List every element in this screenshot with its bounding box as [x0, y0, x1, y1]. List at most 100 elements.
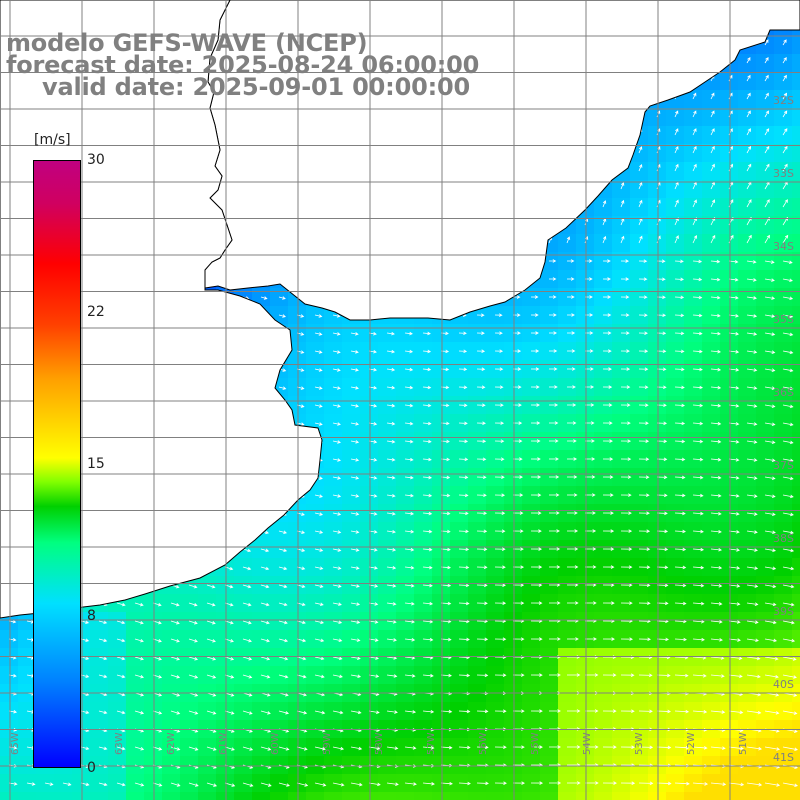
wind-arrow [710, 584, 723, 588]
wind-arrow [746, 57, 751, 64]
wind-speed-cell [252, 792, 271, 800]
wind-speed-cell [684, 180, 703, 199]
wind-arrow [602, 295, 612, 299]
wind-arrow [476, 529, 488, 534]
wind-arrow [260, 602, 270, 607]
wind-arrow [332, 332, 341, 336]
wind-arrow [567, 493, 578, 497]
wind-arrow [764, 782, 781, 787]
wind-speed-cell [72, 792, 91, 800]
wind-speed-cell [702, 144, 721, 163]
wind-speed-cell [684, 162, 703, 181]
wind-arrow [602, 200, 607, 208]
wind-arrow [638, 583, 651, 588]
wind-arrow [692, 385, 704, 390]
wind-arrow [674, 199, 679, 208]
wind-arrow [746, 494, 758, 498]
wind-arrow [746, 145, 752, 154]
wind-arrow [134, 782, 145, 787]
wind-arrow [746, 296, 757, 300]
wind-arrow [620, 439, 632, 443]
wind-arrow [422, 746, 435, 750]
wind-arrow [422, 493, 433, 498]
wind-speed-cell [756, 216, 775, 235]
wind-arrow [350, 782, 363, 787]
wind-arrow [620, 349, 630, 353]
wind-arrow [782, 350, 794, 355]
wind-arrow [44, 782, 54, 786]
latitude-label: 36S [773, 386, 794, 399]
wind-arrow [567, 781, 581, 785]
wind-arrow [656, 583, 669, 588]
wind-arrow [278, 386, 287, 390]
wind-arrow [386, 367, 396, 372]
wind-arrow [602, 277, 611, 281]
wind-speed-cell [594, 216, 613, 235]
wind-arrow [458, 637, 470, 642]
latitude-label: 39S [773, 605, 794, 618]
wind-arrow [404, 493, 414, 498]
wind-arrow [602, 565, 615, 569]
wind-arrow [332, 512, 342, 516]
wind-arrow [656, 403, 667, 408]
wind-arrow [674, 439, 686, 444]
wind-arrow [530, 781, 544, 785]
wind-arrow [350, 674, 362, 679]
wind-speed-cell [756, 198, 775, 217]
wind-arrow [710, 529, 722, 534]
wind-arrow [782, 656, 797, 661]
wind-arrow [422, 439, 432, 444]
wind-arrow [692, 199, 697, 208]
wind-arrow [638, 781, 654, 786]
wind-arrow [764, 476, 776, 480]
wind-arrow [620, 235, 625, 244]
wind-arrow [404, 620, 415, 624]
wind-arrow [548, 547, 561, 551]
wind-arrow [170, 638, 180, 643]
wind-arrow [206, 710, 217, 715]
wind-arrow [746, 332, 758, 336]
wind-arrow [728, 440, 740, 444]
wind-arrow [332, 584, 342, 588]
wind-arrow [782, 674, 797, 679]
wind-speed-cell [774, 108, 793, 127]
wind-speed-cell [450, 792, 469, 800]
wind-arrow [567, 565, 579, 569]
wind-arrow [206, 656, 217, 661]
latitude-label: 37S [773, 459, 794, 472]
wind-arrow [674, 529, 686, 534]
wind-arrow [206, 746, 217, 751]
wind-arrow [746, 128, 751, 136]
wind-arrow [278, 638, 289, 643]
wind-arrow [782, 782, 799, 787]
wind-arrow [530, 385, 540, 389]
wind-arrow [674, 403, 685, 408]
wind-arrow [98, 620, 108, 625]
wind-speed-cell [774, 216, 793, 235]
wind-arrow [476, 565, 488, 570]
wind-arrow [638, 565, 651, 570]
wind-arrow [638, 235, 643, 244]
wind-speed-cell [666, 162, 685, 181]
wind-speed-cell [666, 108, 685, 127]
wind-arrow [764, 566, 777, 571]
wind-arrow [764, 110, 769, 118]
wind-arrow [116, 620, 126, 625]
wind-speed-cell [738, 108, 757, 127]
wind-speed-cell [630, 162, 649, 181]
wind-arrow [530, 331, 539, 335]
wind-arrow [530, 529, 542, 533]
wind-arrow [728, 476, 740, 480]
longitude-label: 61W [218, 732, 229, 755]
wind-arrow [692, 313, 703, 318]
wind-arrow [656, 511, 668, 516]
wind-arrow [350, 368, 359, 372]
wind-speed-cell [684, 126, 703, 145]
wind-arrow [746, 620, 759, 624]
wind-arrow [26, 782, 36, 786]
wind-arrow [458, 781, 471, 786]
wind-arrow [710, 475, 722, 480]
wind-arrow [548, 529, 560, 533]
wind-speed-cell [648, 108, 667, 127]
wind-arrow [530, 313, 539, 317]
